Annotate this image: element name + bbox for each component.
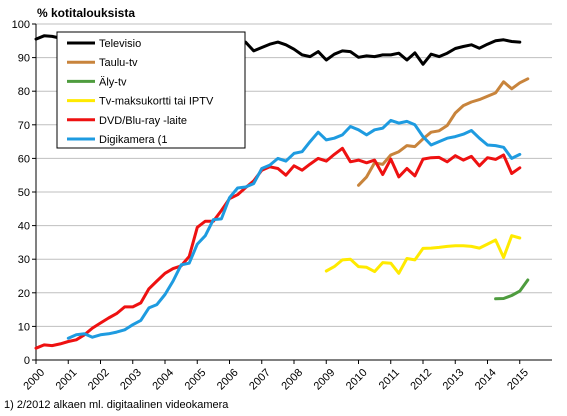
legend-label: Äly-tv bbox=[99, 76, 127, 88]
x-tick-label: 2007 bbox=[247, 367, 273, 393]
y-tick-label: 50 bbox=[18, 187, 30, 199]
x-tick-labels: 2000 2001 2002 2003 2004 2005 2006 2007 2008 2009… bbox=[21, 367, 531, 393]
footnote: 1) 2/2012 alkaen ml. digitaalinen videok… bbox=[4, 399, 229, 411]
legend-label: DVD/Blu-ray -laite bbox=[99, 115, 187, 127]
x-tick-label: 2005 bbox=[183, 367, 209, 393]
line-chart: % kotitalouksista 0 10 20 30 40 50 60 70 80 90 100… bbox=[12, 6, 552, 393]
x-tick-label: 2013 bbox=[441, 367, 467, 393]
x-tick-label: 2003 bbox=[118, 367, 144, 393]
y-tick-label: 90 bbox=[18, 53, 30, 65]
legend-box bbox=[56, 31, 246, 149]
y-tick-label: 80 bbox=[18, 86, 30, 98]
y-axis-label: % kotitalouksista bbox=[37, 6, 135, 20]
x-tick-label: 2015 bbox=[505, 367, 531, 393]
series-line-2 bbox=[494, 278, 530, 301]
x-tick-label: 2009 bbox=[312, 367, 338, 393]
y-tick-label: 20 bbox=[18, 288, 30, 300]
y-tick-label: 30 bbox=[18, 254, 30, 266]
series-line-3 bbox=[324, 234, 522, 275]
y-tick-label: 100 bbox=[12, 19, 30, 31]
y-tick-label: 70 bbox=[18, 120, 30, 132]
y-tick-label: 0 bbox=[24, 355, 30, 367]
x-tick-label: 2002 bbox=[86, 367, 112, 393]
y-tick-labels: 0 10 20 30 40 50 60 70 80 90 100 bbox=[12, 19, 30, 367]
axes bbox=[32, 23, 552, 364]
y-tick-label: 10 bbox=[18, 321, 30, 333]
x-tick-label: 2010 bbox=[344, 367, 370, 393]
x-tick-label: 2000 bbox=[21, 367, 47, 393]
legend-label: Taulu-tv bbox=[99, 57, 138, 69]
series-line-5 bbox=[66, 118, 522, 340]
series-line-4 bbox=[34, 146, 522, 350]
y-tick-label: 40 bbox=[18, 221, 30, 233]
series-line-1 bbox=[357, 77, 530, 187]
x-tick-label: 2012 bbox=[408, 367, 434, 393]
legend-label: Televisio bbox=[99, 38, 141, 50]
x-tick-label: 2001 bbox=[54, 367, 80, 393]
legend: Televisio Taulu-tv Äly-tv Tv-maksukortti ta… bbox=[56, 31, 246, 149]
x-tick-label: 2006 bbox=[215, 367, 241, 393]
legend-label: Digikamera (1 bbox=[99, 134, 167, 146]
legend-label: Tv-maksukortti tai IPTV bbox=[99, 96, 214, 108]
x-tick-label: 2004 bbox=[150, 367, 176, 393]
x-tick-label: 2014 bbox=[473, 367, 499, 393]
x-tick-label: 2011 bbox=[377, 367, 402, 392]
x-tick-label: 2008 bbox=[279, 367, 305, 393]
y-tick-label: 60 bbox=[18, 153, 30, 165]
